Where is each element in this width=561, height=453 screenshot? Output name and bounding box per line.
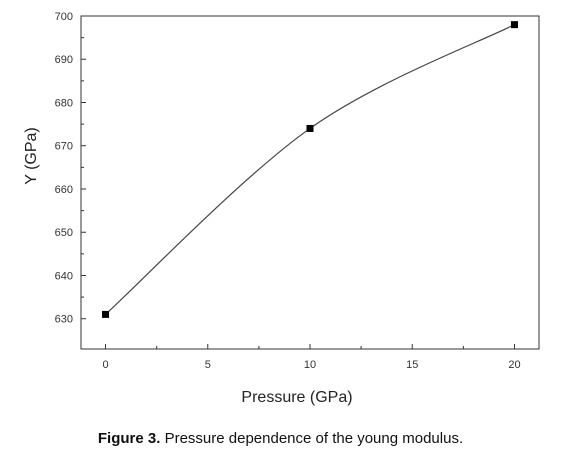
x-tick-label-10: 10: [304, 359, 316, 371]
y-axis-title: Y (GPa): [23, 127, 40, 185]
series-markers: [102, 21, 518, 318]
y-tick-label-630: 630: [55, 314, 73, 326]
data-point-20: [510, 21, 518, 29]
y-tick-label-670: 670: [55, 141, 73, 153]
x-axis-title: Pressure (GPa): [241, 389, 352, 406]
y-tick-label-660: 660: [55, 184, 73, 196]
x-tick-label-20: 20: [508, 359, 520, 371]
figure-caption-text: Pressure dependence of the young modulus…: [160, 430, 464, 447]
y-axis-ticks: 630 640 650 660 670 680 690 700: [55, 11, 86, 326]
figure-caption-label: Figure 3.: [97, 430, 161, 447]
y-tick-label-650: 650: [55, 227, 73, 239]
data-point-0: [102, 310, 110, 318]
x-tick-label-5: 5: [205, 359, 211, 371]
x-tick-label-15: 15: [406, 359, 418, 371]
y-tick-label-640: 640: [55, 270, 73, 282]
series-line: [105, 24, 515, 315]
chart: 0 5 10 15 20 630 640 650 660 670 680 690 700 Pressu…: [23, 11, 540, 406]
figure-caption: Figure 3. Pressure dependence of the you…: [0, 430, 561, 447]
plot-frame: [80, 15, 540, 350]
data-point-10: [306, 124, 314, 132]
y-tick-label-680: 680: [55, 97, 73, 109]
x-tick-label-0: 0: [102, 359, 108, 371]
x-axis-ticks: 0 5 10 15 20: [102, 344, 521, 371]
y-tick-label-690: 690: [55, 54, 73, 66]
y-tick-label-700: 700: [55, 11, 73, 23]
